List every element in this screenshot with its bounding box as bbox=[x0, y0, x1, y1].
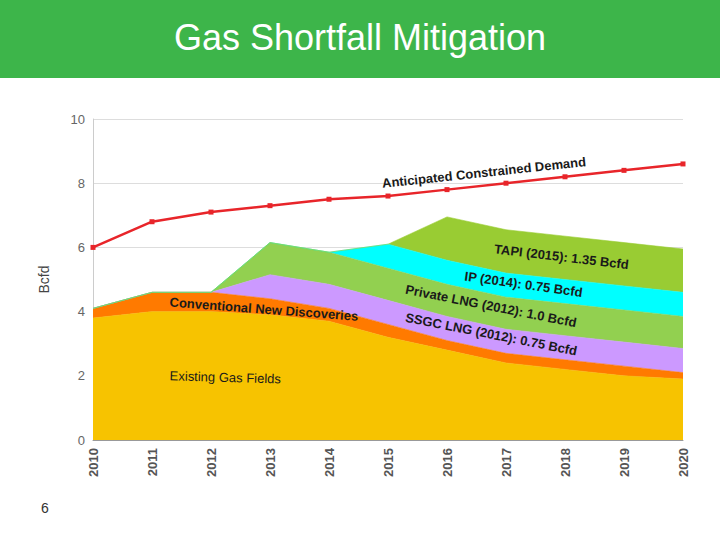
svg-text:IP (2014): 0.75 Bcfd: IP (2014): 0.75 Bcfd bbox=[464, 269, 584, 300]
svg-text:6: 6 bbox=[78, 240, 85, 255]
svg-text:2: 2 bbox=[78, 368, 85, 383]
svg-text:2011: 2011 bbox=[145, 448, 160, 476]
svg-text:TAPI (2015): 1.35 Bcfd: TAPI (2015): 1.35 Bcfd bbox=[493, 241, 629, 272]
svg-text:2018: 2018 bbox=[558, 448, 573, 477]
svg-text:Bcfd: Bcfd bbox=[36, 265, 52, 293]
svg-text:2016: 2016 bbox=[440, 448, 455, 477]
svg-text:8: 8 bbox=[78, 176, 85, 191]
svg-text:0: 0 bbox=[78, 433, 85, 448]
svg-text:2020: 2020 bbox=[676, 448, 691, 477]
svg-text:SSGC LNG (2012): 0.75 Bcfd: SSGC LNG (2012): 0.75 Bcfd bbox=[404, 309, 579, 359]
svg-text:2017: 2017 bbox=[499, 448, 514, 477]
svg-text:2012: 2012 bbox=[204, 448, 219, 477]
svg-text:2019: 2019 bbox=[617, 448, 632, 477]
svg-text:Existing Gas Fields: Existing Gas Fields bbox=[169, 368, 281, 386]
svg-text:4: 4 bbox=[78, 304, 85, 319]
svg-text:10: 10 bbox=[71, 112, 85, 127]
svg-text:Private LNG (2012): 1.0 Bcfd: Private LNG (2012): 1.0 Bcfd bbox=[404, 281, 578, 331]
svg-text:6: 6 bbox=[41, 500, 49, 516]
svg-text:Conventional New Discoveries: Conventional New Discoveries bbox=[169, 294, 359, 323]
svg-text:2014: 2014 bbox=[322, 447, 337, 477]
svg-text:2015: 2015 bbox=[381, 448, 396, 477]
svg-text:Anticipated Constrained Demand: Anticipated Constrained Demand bbox=[381, 154, 586, 191]
svg-text:2013: 2013 bbox=[263, 448, 278, 477]
svg-text:2010: 2010 bbox=[86, 448, 101, 477]
svg-text:Gas Shortfall Mitigation: Gas Shortfall Mitigation bbox=[174, 17, 546, 58]
